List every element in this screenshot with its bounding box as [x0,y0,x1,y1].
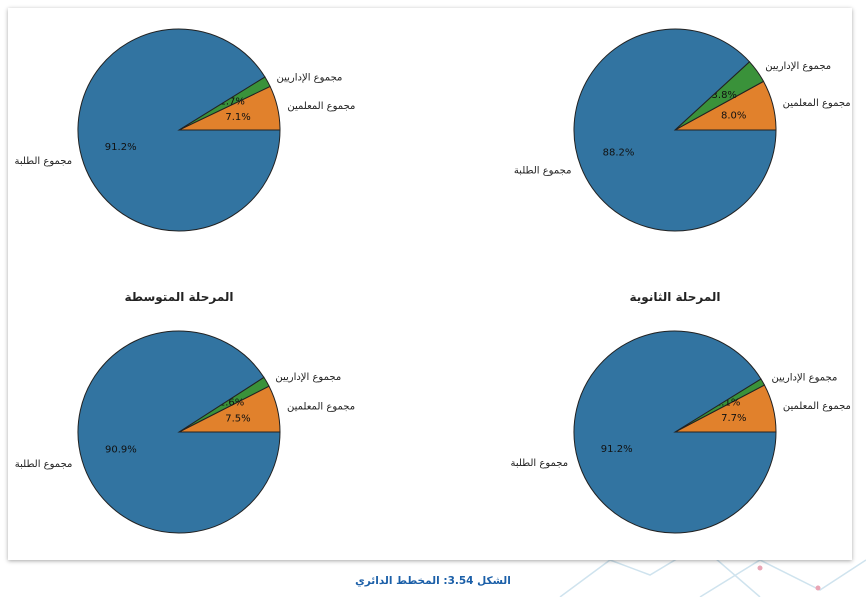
pie-slice-students [573,330,777,534]
figure-frame: 7.1% مجموع المعلمين 1.7% مجموع الإداريين 91.… [8,8,852,560]
pie-slice-students [573,28,777,232]
pie-chart-1: 7.1% مجموع المعلمين 1.7% مجموع الإداريين 91.… [14,28,355,232]
slice-label-students: مجموع الطلبة [514,166,572,177]
slice-label-students: مجموع الطلبة [510,458,568,469]
pct-label-students: 91.2% [105,142,137,153]
pct-label-students: 88.2% [603,147,635,158]
pct-label-admins: 1.1% [715,397,740,408]
pct-label-students: 91.2% [601,444,633,455]
slice-label-admins: مجموع الإداريين [765,61,831,72]
pie-chart-4: المرحلة الثانوية 7.7% مجموع المعلمين 1.1% مج… [510,290,851,534]
slice-label-teachers: مجموع المعلمين [783,98,851,109]
pct-label-admins: 1.7% [219,96,244,107]
slice-label-teachers: مجموع المعلمين [287,101,355,112]
pct-label-teachers: 7.7% [721,413,746,424]
pct-label-teachers: 7.1% [225,112,250,123]
pct-label-students: 90.9% [105,445,137,456]
pie-title: المرحلة المتوسطة [125,290,234,305]
pct-label-teachers: 7.5% [225,413,250,424]
pie-title: المرحلة الثانوية [630,290,721,305]
pie-charts-grid: 7.1% مجموع المعلمين 1.7% مجموع الإداريين 91.… [14,28,851,534]
slice-label-students: مجموع الطلبة [15,459,73,470]
slice-label-admins: مجموع الإداريين [277,72,343,83]
slice-label-teachers: مجموع المعلمين [287,402,355,413]
pie-slice-students [77,28,281,232]
pie-chart-2: 8.0% مجموع المعلمين 3.8% مجموع الإداريين 88.… [514,28,851,232]
pct-label-admins: 3.8% [712,90,737,101]
pie-slice-students [77,330,281,534]
slice-label-admins: مجموع الإداريين [772,372,838,383]
pct-label-admins: 1.6% [219,397,244,408]
figure-caption: الشكل 3.54: المخطط الدائري [355,575,511,587]
slice-label-teachers: مجموع المعلمين [783,401,851,412]
pct-label-teachers: 8.0% [721,110,746,121]
pie-chart-3: المرحلة المتوسطة 7.5% مجموع المعلمين 1.6% مج… [15,290,355,534]
slice-label-admins: مجموع الإداريين [275,372,341,383]
slice-label-students: مجموع الطلبة [14,156,72,167]
